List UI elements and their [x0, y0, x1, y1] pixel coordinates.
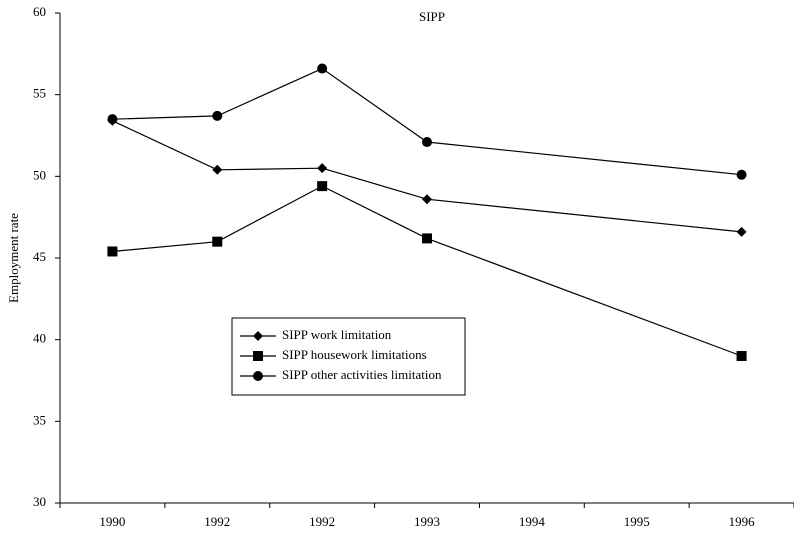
y-tick-label: 55 [33, 86, 46, 101]
legend-marker [253, 351, 263, 361]
y-tick-label: 30 [33, 494, 46, 509]
x-tick-label: 1993 [414, 514, 440, 529]
y-tick-label: 45 [33, 249, 46, 264]
x-tick-label: 1996 [729, 514, 756, 529]
legend-label: SIPP other activities limitation [282, 367, 442, 382]
chart-title: SIPP [419, 9, 445, 24]
series-line [112, 67, 742, 176]
y-tick-label: 60 [33, 4, 46, 19]
marker [212, 236, 223, 247]
marker [317, 163, 328, 174]
x-tick-label: 1992 [204, 514, 230, 529]
y-tick-label: 35 [33, 412, 46, 427]
x-tick-label: 1992 [309, 514, 335, 529]
marker [212, 110, 223, 121]
y-tick-label: 40 [33, 331, 46, 346]
marker [422, 194, 432, 205]
marker [107, 246, 118, 257]
legend-marker [253, 371, 263, 381]
y-tick-label: 50 [33, 167, 46, 182]
x-tick-label: 1995 [624, 514, 650, 529]
legend-marker [253, 331, 263, 341]
legend-label: SIPP housework limitations [282, 347, 427, 362]
marker [107, 114, 118, 125]
legend-label: SIPP work limitation [282, 327, 392, 342]
x-tick-label: 1990 [99, 514, 125, 529]
marker [317, 181, 328, 192]
x-tick-label: 1994 [519, 514, 546, 529]
marker [736, 351, 747, 361]
marker [422, 137, 432, 148]
marker [736, 226, 747, 237]
marker [736, 169, 747, 180]
marker [422, 233, 432, 244]
marker [212, 164, 223, 175]
y-axis-label: Employment rate [6, 213, 21, 303]
marker [317, 63, 328, 74]
